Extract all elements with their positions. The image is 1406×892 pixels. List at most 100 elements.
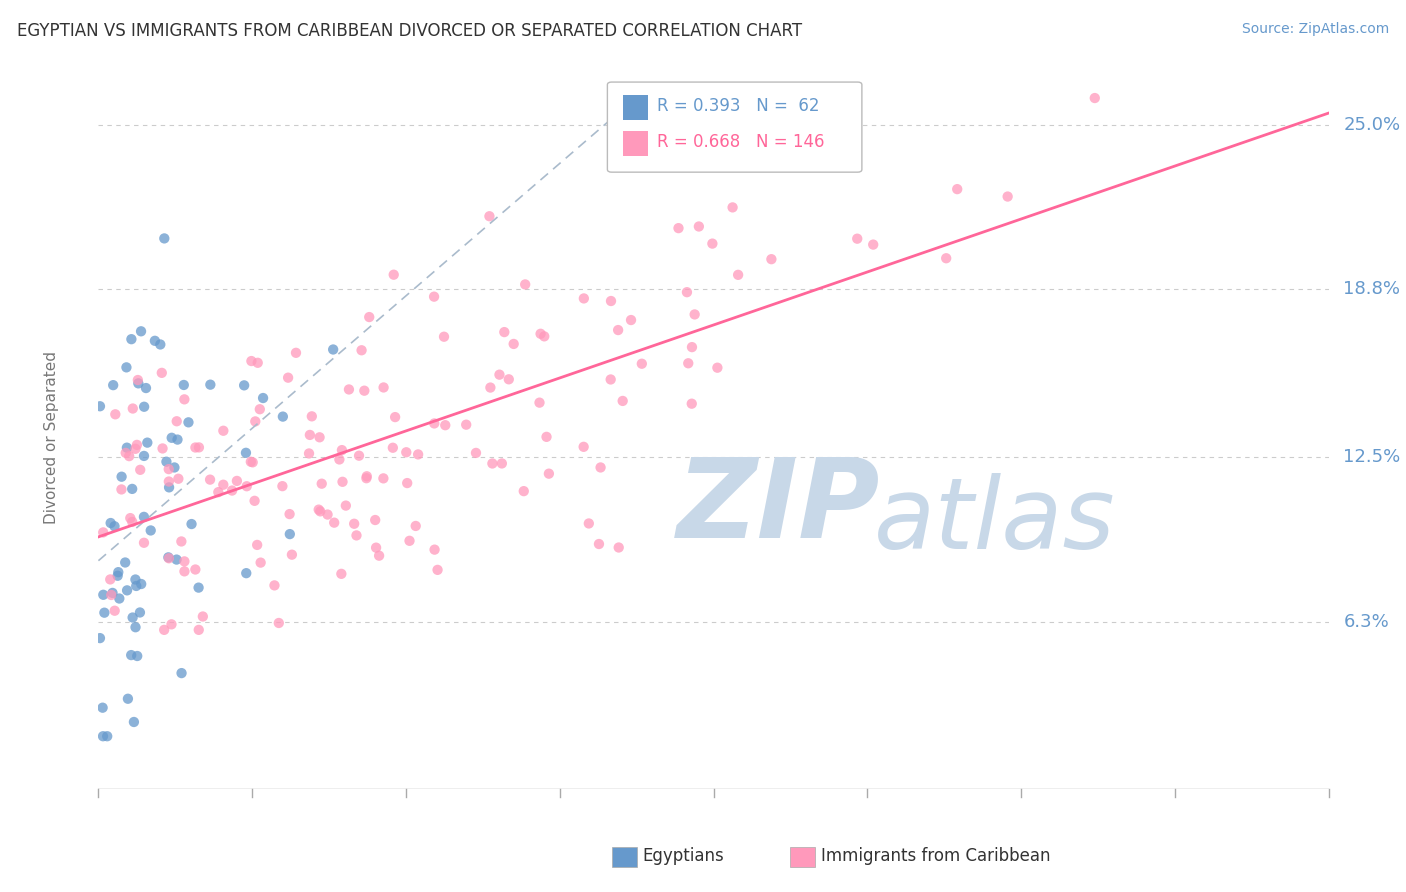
Point — [309, 504, 332, 518]
Point — [308, 430, 330, 444]
Point — [335, 499, 357, 513]
Point — [298, 446, 321, 460]
Point — [405, 519, 427, 533]
Point — [212, 477, 235, 491]
Point — [103, 378, 125, 392]
Point — [245, 414, 267, 428]
Point — [170, 666, 193, 681]
Point — [498, 372, 520, 386]
Point — [249, 556, 271, 570]
Point — [134, 400, 156, 414]
Point — [121, 401, 143, 416]
Point — [537, 467, 560, 481]
Point — [328, 452, 350, 467]
Point — [177, 415, 200, 429]
Point — [124, 620, 146, 634]
Point — [242, 455, 264, 469]
Point — [688, 219, 710, 234]
Point — [91, 588, 114, 602]
Point — [347, 449, 370, 463]
Point — [127, 376, 149, 391]
Point — [129, 324, 152, 338]
Point — [173, 565, 195, 579]
Point — [100, 516, 122, 530]
Point — [191, 609, 214, 624]
Point — [398, 533, 420, 548]
Point — [359, 310, 381, 324]
Point — [246, 538, 269, 552]
Point — [406, 447, 429, 461]
Point — [166, 414, 188, 428]
Point — [184, 441, 207, 455]
Point — [157, 551, 180, 566]
Point — [681, 397, 703, 411]
Point — [187, 581, 209, 595]
Point — [488, 368, 510, 382]
Point — [356, 469, 378, 483]
Point — [117, 691, 139, 706]
Point — [235, 566, 257, 581]
Point — [135, 381, 157, 395]
Point — [373, 471, 395, 485]
Point — [153, 231, 176, 245]
Text: Source: ZipAtlas.com: Source: ZipAtlas.com — [1241, 22, 1389, 37]
Point — [384, 410, 406, 425]
Point — [110, 483, 132, 497]
Point — [381, 441, 404, 455]
Point — [761, 252, 783, 267]
Point — [93, 606, 115, 620]
Point — [104, 604, 127, 618]
Text: R = 0.393   N =  62: R = 0.393 N = 62 — [657, 97, 820, 115]
Text: 25.0%: 25.0% — [1344, 116, 1400, 134]
Point — [353, 384, 375, 398]
Point — [337, 383, 360, 397]
Point — [481, 457, 503, 471]
Point — [125, 438, 148, 452]
Point — [115, 441, 138, 455]
Point — [207, 485, 229, 500]
Point — [630, 357, 652, 371]
Point — [200, 377, 222, 392]
Point — [115, 583, 138, 598]
Point — [129, 606, 152, 620]
Point — [149, 337, 172, 351]
Point — [322, 343, 344, 357]
Point — [89, 399, 111, 413]
Point — [346, 528, 368, 542]
Point — [129, 577, 152, 591]
Point — [120, 511, 142, 525]
Point — [180, 516, 202, 531]
Point — [316, 508, 339, 522]
Point — [118, 449, 141, 463]
Point — [235, 479, 257, 493]
Point — [122, 714, 145, 729]
Point — [668, 221, 690, 235]
Point — [533, 329, 555, 343]
Point — [103, 519, 125, 533]
Text: ZIP: ZIP — [676, 454, 880, 561]
Point — [157, 462, 180, 476]
Point — [706, 360, 728, 375]
Point — [160, 617, 183, 632]
Point — [157, 480, 180, 494]
Point — [607, 323, 630, 337]
Point — [136, 435, 159, 450]
Point — [132, 509, 155, 524]
Point — [373, 380, 395, 394]
Point — [423, 542, 446, 557]
Point — [681, 340, 703, 354]
Point — [108, 591, 131, 606]
Point — [233, 378, 256, 392]
Point — [235, 446, 257, 460]
Text: R = 0.668   N = 146: R = 0.668 N = 146 — [657, 133, 824, 151]
Point — [271, 409, 294, 424]
Point — [252, 391, 274, 405]
Point — [239, 455, 262, 469]
Point — [599, 372, 621, 386]
Point — [104, 407, 127, 421]
Point — [114, 446, 136, 460]
Point — [243, 493, 266, 508]
Point — [368, 549, 391, 563]
Point — [173, 554, 195, 568]
Point — [572, 440, 595, 454]
